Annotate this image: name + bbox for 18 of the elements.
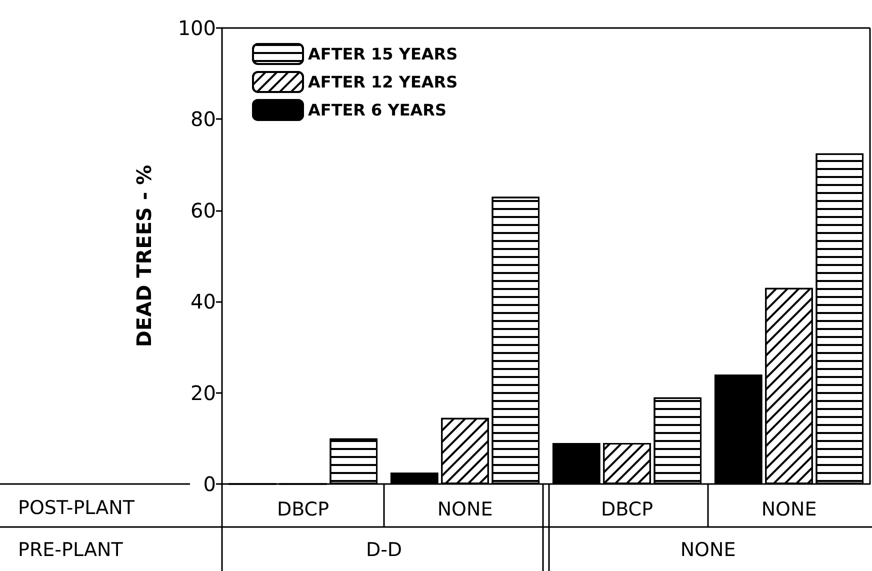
legend-label: AFTER 12 YEARS [308, 72, 458, 92]
y-axis-title: DEAD TREES - % [132, 164, 156, 348]
x-tick-label: NONE [761, 498, 817, 520]
x-tick-label: DBCP [276, 498, 330, 520]
text: POST-PLANT [18, 497, 135, 519]
legend-label: AFTER 15 YEARS [308, 44, 458, 64]
legend-label: AFTER 6 YEARS [308, 100, 446, 120]
y-tick-label: 40 [190, 290, 216, 314]
text: D-D [366, 539, 402, 561]
y-tick-label: 0 [203, 472, 216, 496]
x-tick-label: DBCP [600, 498, 654, 520]
y-tick-label: 20 [190, 380, 216, 405]
y-tick-label: 60 [190, 198, 216, 222]
text: NONE [680, 539, 736, 561]
text: PRE-PLANT [18, 539, 124, 561]
y-tick-label: 100 [178, 16, 216, 40]
y-tick-label: 80 [190, 107, 216, 132]
x-tick-label: NONE [437, 498, 493, 520]
